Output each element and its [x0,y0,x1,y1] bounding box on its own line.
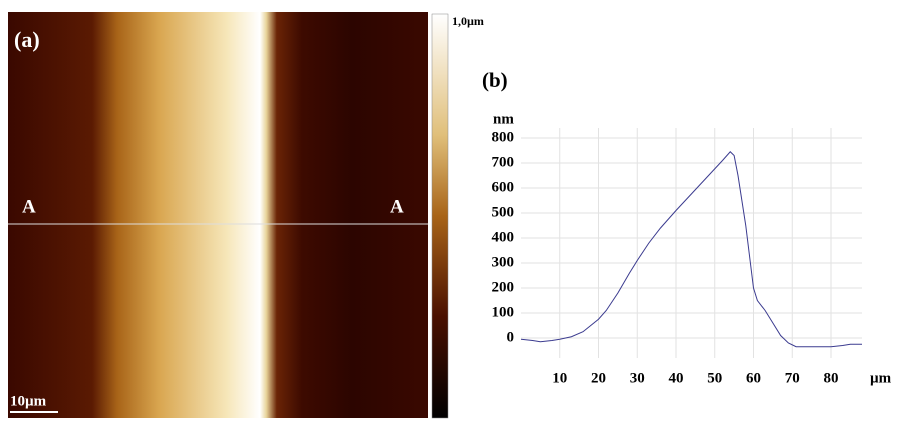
x-tick-label: 30 [630,370,645,386]
marker: A [22,196,36,217]
marker: A [390,196,404,217]
x-tick-label: 10 [552,370,567,386]
profile-line [520,151,862,348]
x-tick-label: 20 [591,370,606,386]
x-axis-label: µm [870,370,892,386]
y-tick-label: 300 [492,254,515,270]
afm-image [8,12,428,418]
y-tick-label: 200 [492,279,515,295]
y-tick-label: 400 [492,229,515,245]
color-scale-label: 1,0µm [452,14,484,28]
y-tick-label: 100 [492,304,515,320]
panel-label: (a) [14,27,40,52]
y-tick-label: 0 [507,329,515,345]
y-tick-label: 800 [492,129,515,145]
y-tick-label: 600 [492,179,515,195]
y-tick-label: 700 [492,154,515,170]
y-tick-label: 500 [492,204,515,220]
color-scale [431,13,449,419]
x-tick-label: 70 [785,370,800,386]
x-tick-label: 50 [707,370,722,386]
panel-label: (b) [482,68,508,92]
x-tick-label: 80 [824,370,839,386]
y-axis-label: nm [493,111,514,127]
x-tick-label: 60 [746,370,761,386]
scale-bar-label: 10µm [10,393,47,409]
x-tick-label: 40 [669,370,684,386]
